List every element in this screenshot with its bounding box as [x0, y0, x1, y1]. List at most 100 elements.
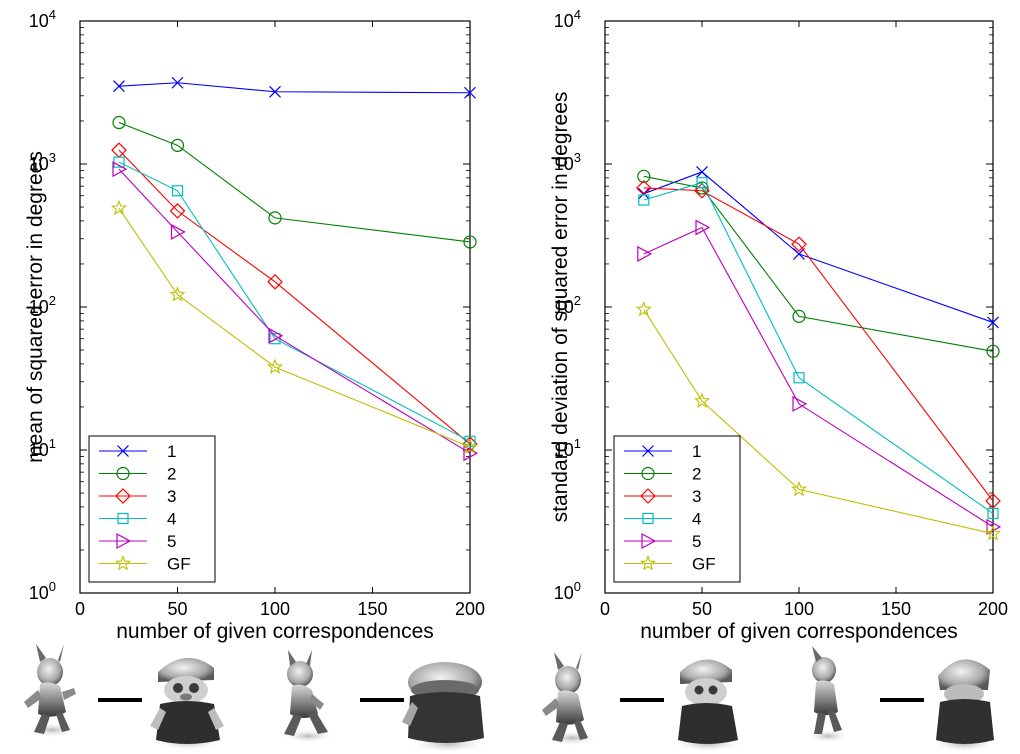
data-point [694, 182, 710, 199]
legend-marker [117, 445, 129, 457]
legend-label: 4 [167, 510, 176, 529]
y-tick-label: 102 [554, 293, 581, 317]
data-point [169, 286, 186, 302]
legend-label: 5 [692, 532, 701, 551]
legend-marker [640, 488, 656, 504]
series-line [118, 207, 471, 448]
x-tick-label: 0 [75, 599, 85, 619]
legend-marker [114, 554, 132, 571]
y-tick-label: 100 [29, 579, 56, 603]
thumbnail-pair-2 [282, 650, 488, 753]
x-tick-label: 100 [260, 599, 290, 619]
data-point [793, 248, 805, 260]
data-point [268, 327, 284, 344]
legend-label: GF [692, 555, 716, 574]
y-tick-base: 10 [554, 11, 574, 31]
legend-box [613, 435, 741, 583]
y-tick-base: 10 [29, 154, 49, 174]
y-tick-label: 102 [29, 293, 56, 317]
legend-entry: 5 [624, 532, 701, 551]
series-2 [637, 169, 1000, 358]
y-tick-label: 104 [554, 7, 581, 31]
legend-label: 2 [167, 465, 176, 484]
legend-marker [115, 488, 131, 504]
x-tick-label: 150 [357, 599, 387, 619]
y-tick-exponent: 2 [574, 293, 581, 308]
y-tick-base: 10 [554, 297, 574, 317]
y-tick-exponent: 1 [574, 436, 581, 451]
y-axis-label: mean of squared error in degrees [24, 151, 47, 463]
legend-label: 2 [692, 465, 701, 484]
bear-figure-image [672, 659, 744, 752]
data-point [463, 235, 477, 249]
x-tick-label: 50 [167, 599, 187, 619]
series-gf [110, 199, 479, 454]
y-tick-label: 103 [554, 150, 581, 174]
bear-figure-image [150, 657, 224, 751]
x-tick-label: 0 [600, 599, 610, 619]
y-tick-base: 10 [29, 11, 49, 31]
legend-label: GF [167, 555, 191, 574]
legend-box [88, 435, 216, 583]
y-tick-base: 10 [29, 297, 49, 317]
series-5 [637, 219, 1002, 535]
data-point [984, 525, 1002, 541]
data-point [693, 392, 711, 408]
legend-entry: 2 [624, 465, 701, 484]
legend-label: 5 [167, 532, 176, 551]
x-tick-label: 50 [692, 599, 712, 619]
cat-figure-image [542, 652, 598, 746]
y-tick-base: 10 [29, 583, 49, 603]
y-tick-exponent: 0 [574, 579, 581, 594]
legend-entry: 4 [624, 510, 701, 529]
data-point [110, 199, 128, 216]
y-tick-base: 10 [554, 440, 574, 460]
y-tick-exponent: 0 [49, 579, 56, 594]
legend-marker [641, 466, 655, 481]
x-tick-label: 150 [881, 599, 911, 619]
series-line [643, 182, 994, 514]
data-point [696, 166, 708, 178]
y-tick-exponent: 4 [574, 7, 581, 22]
x-tick-label: 100 [784, 599, 814, 619]
data-point [638, 194, 650, 206]
y-tick-label: 101 [29, 436, 56, 460]
thumbnail-pair-3 [542, 652, 744, 752]
legend-marker [642, 445, 654, 457]
series-2 [112, 115, 477, 249]
series-5 [112, 161, 479, 462]
data-point [793, 372, 805, 384]
y-tick-base: 10 [554, 154, 574, 174]
legend-label: 1 [167, 442, 176, 461]
series-line [643, 187, 994, 502]
data-point [464, 435, 476, 447]
data-point [792, 395, 808, 412]
data-point [986, 344, 1000, 358]
data-point [461, 438, 479, 454]
thumbnail-pair-4 [806, 646, 998, 752]
y-tick-exponent: 3 [574, 150, 581, 165]
y-tick-label: 103 [29, 150, 56, 174]
x-axis-label: number of given correspondences [640, 620, 958, 643]
legend-entry: GF [624, 555, 716, 574]
data-point [696, 177, 708, 189]
y-tick-base: 10 [29, 440, 49, 460]
x-tick-label: 200 [455, 599, 485, 619]
series-gf [635, 301, 1002, 541]
data-point [171, 76, 184, 89]
x-axis-label: number of given correspondences [116, 620, 434, 643]
series-line [118, 161, 471, 442]
series-line [118, 122, 471, 243]
data-point [987, 316, 999, 329]
legend-marker [639, 554, 657, 571]
y-tick-label: 104 [29, 7, 56, 31]
legend-label: 3 [692, 487, 701, 506]
series-line [643, 309, 994, 535]
legend-entry: 2 [99, 465, 176, 484]
series-1 [113, 76, 476, 99]
y-tick-base: 10 [554, 583, 574, 603]
y-axis-label: standard deviation of squared error in d… [549, 92, 572, 523]
bear-figure-image [930, 659, 998, 752]
